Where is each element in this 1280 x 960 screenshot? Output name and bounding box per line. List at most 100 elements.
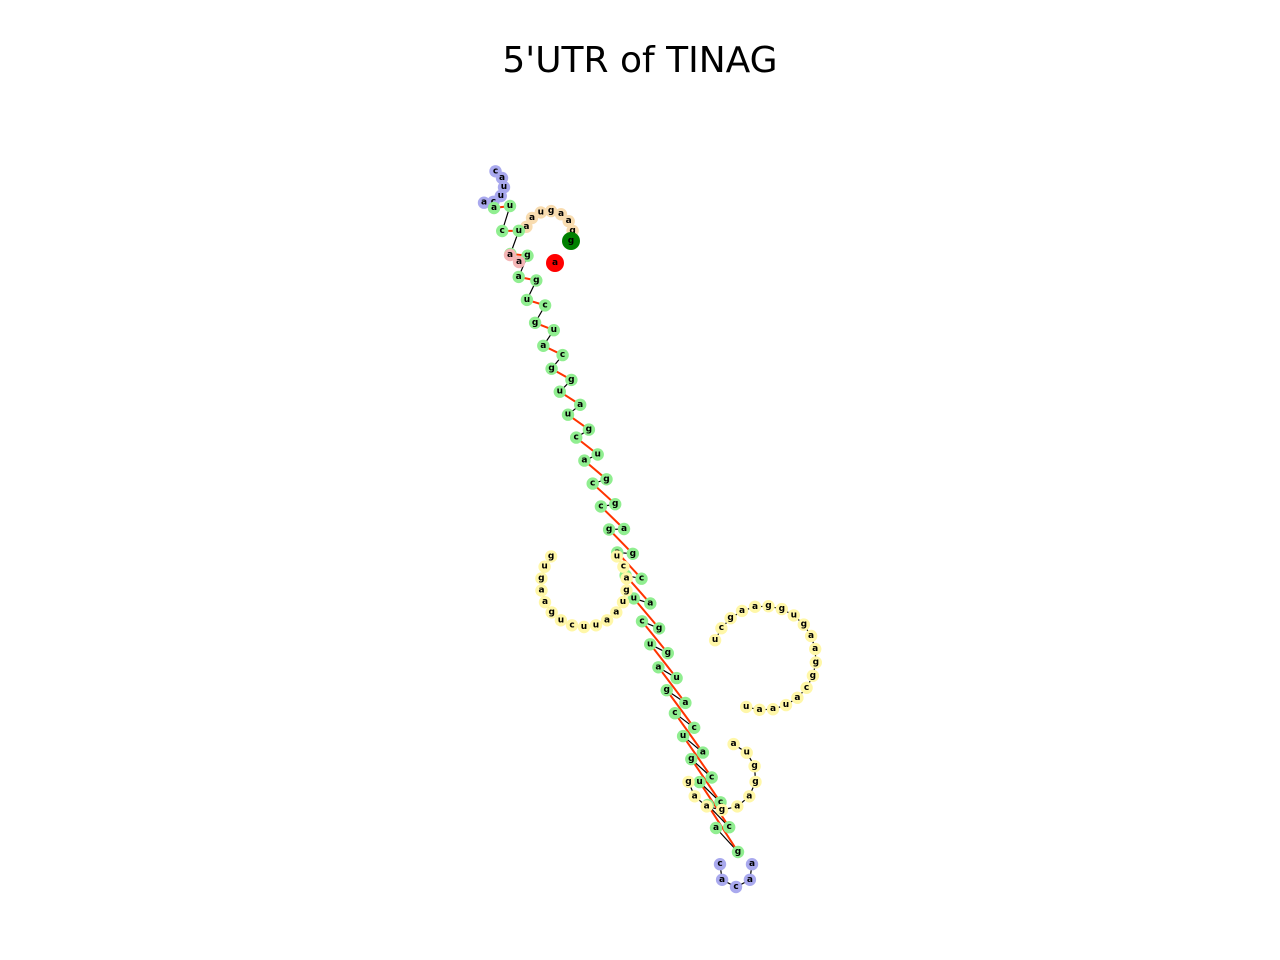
nucleotide-circle bbox=[800, 681, 813, 694]
nucleotide-circle bbox=[538, 299, 552, 312]
nucleotide-circle bbox=[700, 800, 713, 813]
nucleotide-circle bbox=[696, 746, 710, 759]
nucleotide-label: a bbox=[682, 698, 688, 708]
nucleotide-label: g bbox=[568, 375, 574, 385]
nucleotide-label: u bbox=[565, 410, 571, 420]
nucleotide-label: u bbox=[647, 639, 653, 649]
nucleotide-label: g bbox=[813, 658, 819, 668]
nucleotide-label: u bbox=[551, 325, 557, 335]
three-prime-end-label: a bbox=[552, 258, 558, 268]
nucleotide-label: a bbox=[812, 644, 818, 654]
nucleotide-circle bbox=[616, 596, 630, 609]
nucleotide-circle bbox=[565, 619, 579, 632]
nucleotide-label: u bbox=[614, 551, 620, 561]
nucleotide-label: u bbox=[673, 673, 679, 683]
nucleotide-label: u bbox=[501, 182, 507, 192]
nucleotide-label: a bbox=[566, 216, 572, 226]
nucleotide-circle bbox=[723, 821, 736, 834]
nucleotide-label: c bbox=[500, 226, 505, 236]
nucleotide-circle bbox=[804, 629, 818, 643]
nucleotide-label: a bbox=[746, 791, 752, 801]
nucleotide-circle bbox=[762, 600, 775, 613]
nucleotide-circle bbox=[715, 803, 729, 817]
lower-interior-loop-backbone bbox=[687, 743, 757, 811]
nucleotide-circle bbox=[627, 592, 640, 605]
nucleotide-label: c bbox=[542, 300, 547, 310]
nucleotide-circle bbox=[589, 619, 603, 632]
nucleotide-circle bbox=[556, 348, 569, 362]
nucleotide-circle bbox=[600, 614, 614, 627]
nucleotide-label: a bbox=[770, 704, 776, 714]
nucleotide-circle bbox=[553, 385, 566, 398]
terminal-markers: g a bbox=[546, 232, 580, 272]
nucleotide-label: g bbox=[623, 586, 629, 596]
nucleotide-label: a bbox=[794, 693, 800, 703]
nucleotide-circle bbox=[534, 206, 547, 219]
nucleotide-circle bbox=[578, 454, 591, 467]
nucleotide-label: a bbox=[621, 524, 627, 534]
nucleotide-circle bbox=[748, 600, 762, 613]
nucleotide-label: c bbox=[709, 773, 714, 783]
nucleotide-circle bbox=[729, 880, 743, 894]
nucleotide-label: g bbox=[656, 623, 662, 633]
nucleotide-label: g bbox=[548, 551, 554, 561]
nucleotide-label: u bbox=[791, 610, 797, 620]
nucleotide-label: a bbox=[756, 705, 762, 715]
nucleotide-circle bbox=[635, 572, 648, 585]
nucleotide-circle bbox=[512, 255, 526, 269]
nucleotide-label: a bbox=[749, 859, 755, 869]
nucleotide-label: g bbox=[538, 573, 544, 583]
nucleotide-circle bbox=[617, 560, 630, 573]
nucleotide-label: g bbox=[801, 620, 807, 630]
nucleotide-label: u bbox=[524, 295, 530, 305]
base-pair bbox=[674, 712, 704, 754]
nucleotide-label: c bbox=[574, 433, 579, 443]
nucleotide-label: a bbox=[700, 748, 706, 758]
nucleotide-circle bbox=[724, 612, 737, 625]
nucleotide-circle bbox=[520, 293, 534, 307]
nucleotide-label: g bbox=[533, 276, 539, 286]
three-prime-end-marker bbox=[546, 254, 564, 272]
nucleotide-label: c bbox=[717, 859, 722, 869]
nucleotide-label: u bbox=[620, 597, 626, 607]
nucleotide-circle bbox=[715, 622, 728, 635]
nucleotide-label: a bbox=[604, 615, 610, 625]
five-prime-start-marker bbox=[562, 232, 580, 250]
nucleotide-circle bbox=[537, 339, 550, 352]
nucleotide-label: a bbox=[538, 586, 544, 596]
nucleotide-circle bbox=[610, 606, 623, 619]
nucleotide-circle bbox=[577, 620, 591, 634]
nucleotide-label: c bbox=[621, 562, 626, 572]
nucleotide-circle bbox=[530, 274, 543, 287]
nucleotide-circle bbox=[670, 671, 683, 685]
nucleotide-circle bbox=[731, 845, 745, 859]
nucleotide-label: u bbox=[516, 226, 522, 236]
nucleotide-circle bbox=[652, 661, 665, 674]
nucleotide-circle bbox=[693, 775, 706, 789]
nucleotide-circle bbox=[586, 477, 599, 490]
nucleotide-label: u bbox=[783, 700, 789, 710]
nucleotide-circle bbox=[535, 584, 548, 597]
nucleotide-circle bbox=[682, 775, 695, 789]
nucleotide-label: a bbox=[655, 662, 661, 672]
nucleotide-circle bbox=[731, 800, 744, 813]
nucleotide-label: g bbox=[751, 761, 757, 771]
nucleotide-circle bbox=[535, 572, 548, 585]
base-pair bbox=[665, 689, 695, 729]
nucleotide-label: a bbox=[523, 222, 529, 232]
nucleotide-circle bbox=[713, 858, 727, 871]
five-prime-start-label: g bbox=[568, 236, 574, 246]
nucleotide-circle bbox=[745, 858, 759, 871]
nucleotide-circle bbox=[740, 700, 753, 714]
nucleotide-label: a bbox=[491, 203, 497, 213]
nucleotide-label: a bbox=[739, 606, 745, 616]
nucleotide-label: a bbox=[540, 341, 546, 351]
nucleotide-circle bbox=[617, 522, 631, 536]
nucleotide-circle bbox=[528, 316, 542, 329]
nucleotide-label: a bbox=[516, 272, 522, 282]
nucleotide-label: c bbox=[727, 822, 732, 832]
nucleotide-circle bbox=[512, 270, 525, 284]
nucleotide-circle bbox=[496, 224, 509, 238]
nucleotide-label: u bbox=[507, 201, 513, 211]
nucleotide-label: u bbox=[593, 620, 599, 630]
